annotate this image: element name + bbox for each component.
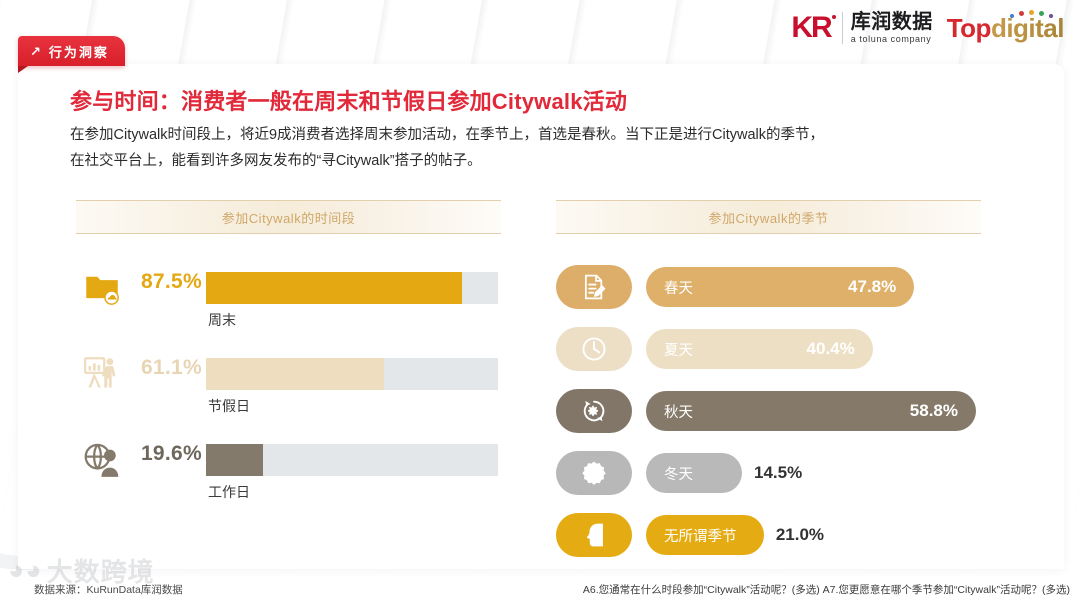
pill-value-label: 58.8%: [909, 401, 958, 420]
pill-category-label: 秋天: [664, 404, 693, 421]
pill-value-label: 21.0%: [775, 525, 825, 544]
document-edit-icon: [556, 265, 632, 309]
gear-refresh-icon: [556, 389, 632, 433]
bar-row: 61.1% 节假日: [76, 346, 501, 432]
pill-row: 春天 47.8%: [556, 256, 981, 318]
bar-track: [206, 272, 498, 304]
kurundata-logo-cn: 库润数据: [850, 11, 933, 33]
panel-left-heading: 参加Citywalk的时间段: [76, 200, 501, 234]
pill-bar: 春天 47.8%: [646, 267, 915, 307]
pill-row: 夏天 40.4%: [556, 318, 981, 380]
bar-category-label: 节假日: [208, 398, 250, 414]
clock-icon: [556, 327, 632, 371]
pill-row: 秋天 58.8%: [556, 380, 981, 442]
head-idea-icon: [556, 513, 632, 557]
bar-category-label: 周末: [208, 312, 236, 328]
pill-bar: 秋天 58.8%: [646, 391, 976, 431]
bar-category-label: 工作日: [208, 484, 250, 500]
arrow-up-right-icon: ↗: [30, 43, 41, 59]
bar-fill: [206, 444, 264, 476]
pill-category-label: 无所谓季节: [664, 528, 737, 545]
pill-bar: 夏天 40.4%: [646, 329, 873, 369]
content-card: 参与时间：消费者一般在周末和节假日参加Citywalk活动 在参加Citywal…: [18, 64, 1064, 569]
watermark: ◕◕ 大数跨境: [8, 552, 155, 589]
bar-chart-time: 87.5% 周末 61.1% 节假日 19.6% 工作日: [76, 260, 501, 518]
logo-divider: [841, 12, 843, 45]
pill-value-label: 47.8%: [848, 277, 897, 296]
bar-value-label: 61.1%: [140, 356, 202, 379]
pill-bar: 冬天: [646, 453, 742, 493]
pill-value-label: 14.5%: [754, 463, 803, 482]
bar-fill: [206, 358, 385, 390]
panel-season-of-participation: 参加Citywalk的季节 春天 47.8% 夏天 40.4% 秋天 58.8% 冬天 14.…: [556, 200, 981, 566]
page-subtitle: 在参加Citywalk时间段上，将近9成消费者选择周末参加活动，在季节上，首选是…: [70, 122, 1020, 174]
bar-track: [206, 444, 498, 476]
presentation-person-icon: [80, 354, 124, 394]
panel-time-of-participation: 参加Citywalk的时间段 87.5% 周末 61.1% 节假日 19.6% 工作日: [76, 200, 501, 518]
page-title: 参与时间：消费者一般在周末和节假日参加Citywalk活动: [70, 89, 628, 114]
topdigital-logo-part1: Top: [946, 12, 992, 43]
topdigital-logo-dots: [1008, 9, 1060, 19]
kurundata-logo-mark: KR: [791, 13, 837, 43]
pill-category-label: 春天: [664, 280, 693, 297]
watermark-text: 大数跨境: [46, 557, 155, 587]
globe-person-icon: [80, 440, 124, 480]
bar-track: [206, 358, 498, 390]
header-logos: KR 库润数据 a toluna company Topdigital: [791, 9, 1065, 45]
bar-value-label: 19.6%: [140, 442, 202, 465]
panel-right-heading: 参加Citywalk的季节: [556, 200, 981, 234]
pill-category-label: 夏天: [664, 342, 693, 359]
bar-row: 87.5% 周末: [76, 260, 501, 346]
pill-row: 无所谓季节 21.0%: [556, 504, 981, 566]
kurundata-logo-text: 库润数据 a toluna company: [851, 12, 933, 44]
topdigital-logo: Topdigital: [946, 9, 1065, 44]
folder-cloud-icon: [80, 268, 124, 308]
section-badge-label: 行为洞察: [48, 44, 109, 60]
bar-fill: [206, 272, 462, 304]
bar-value-label: 87.5%: [140, 270, 202, 293]
bar-chart-season: 春天 47.8% 夏天 40.4% 秋天 58.8% 冬天 14.5% 无所谓季节 21.0%: [556, 256, 981, 566]
topdigital-logo-part2: digital: [990, 12, 1065, 43]
pill-category-label: 冬天: [664, 466, 693, 483]
footer-source: 数据来源：KuRunData库润数据: [34, 584, 183, 596]
section-badge[interactable]: ↗ 行为洞察: [18, 36, 125, 73]
kurundata-logo: KR 库润数据 a toluna company: [791, 12, 933, 45]
pill-row: 冬天 14.5%: [556, 442, 981, 504]
kurundata-logo-en: a toluna company: [850, 34, 932, 44]
pill-value-label: 40.4%: [806, 339, 855, 358]
subtitle-line-2: 在社交平台上，能看到许多网友发布的“寻Citywalk”搭子的帖子。: [70, 153, 482, 169]
pill-bar: 无所谓季节: [646, 515, 764, 555]
bar-row: 19.6% 工作日: [76, 432, 501, 518]
watermark-mark: ◕◕: [8, 555, 43, 585]
footer-note: A6.您通常在什么时段参加“Citywalk”活动呢？(多选) A7.您更愿意在…: [582, 584, 1070, 596]
subtitle-line-1: 在参加Citywalk时间段上，将近9成消费者选择周末参加活动，在季节上，首选是…: [70, 127, 825, 143]
gear-check-icon: [556, 451, 632, 495]
